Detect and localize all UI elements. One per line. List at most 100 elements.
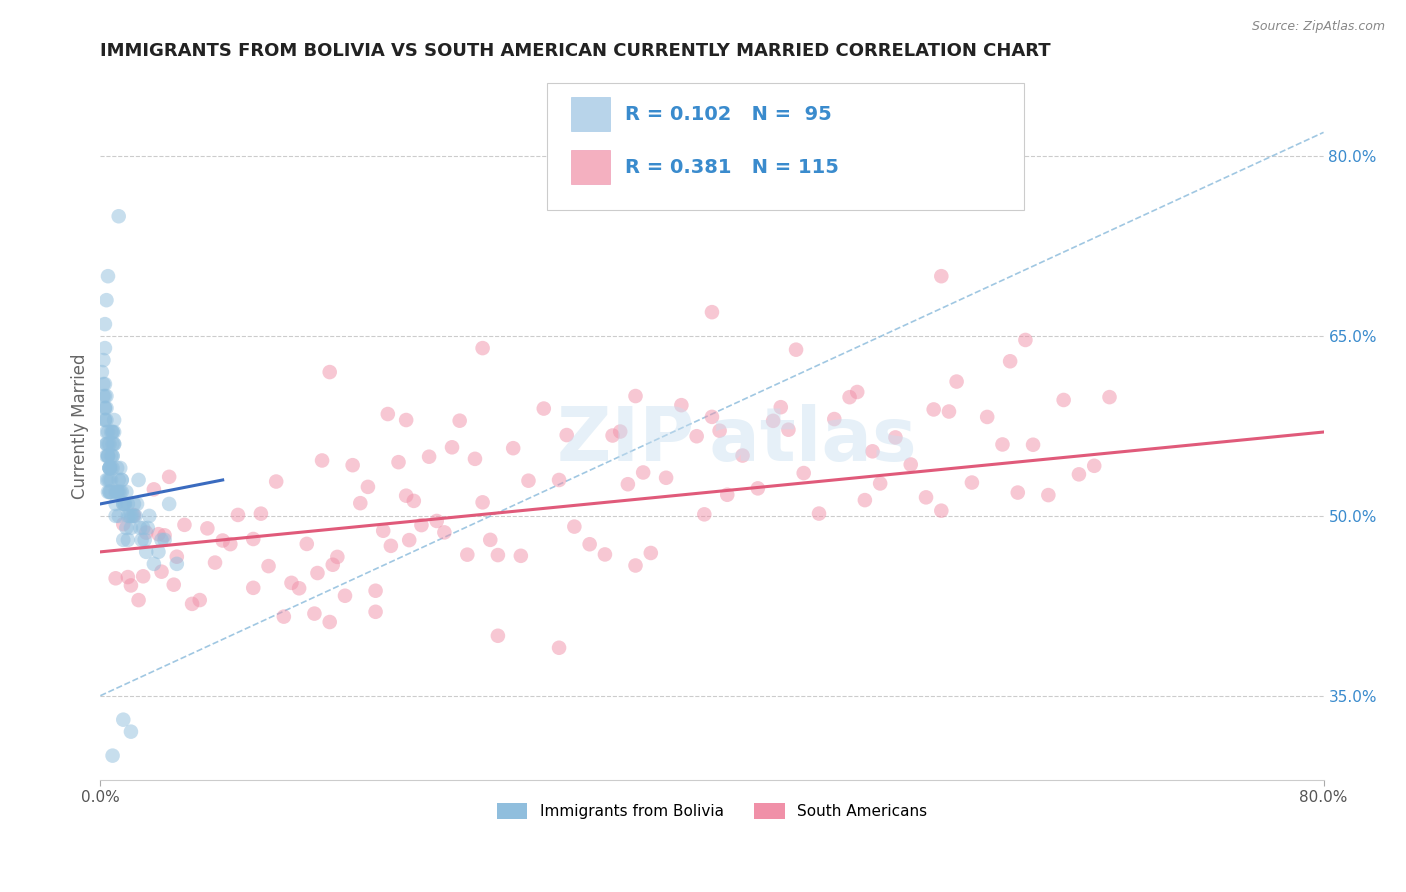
Point — [509, 549, 531, 563]
Point — [1067, 467, 1090, 482]
Point — [188, 593, 211, 607]
Point — [342, 458, 364, 473]
Point — [118, 508, 141, 523]
Point — [142, 557, 165, 571]
Point — [211, 533, 233, 548]
Point — [135, 545, 157, 559]
Point — [148, 527, 170, 541]
Point — [869, 476, 891, 491]
Point — [114, 497, 136, 511]
Point — [101, 748, 124, 763]
Point — [624, 389, 647, 403]
Point — [101, 449, 124, 463]
Point — [219, 537, 242, 551]
Point — [157, 497, 180, 511]
Point — [103, 425, 125, 439]
Point — [117, 508, 139, 523]
Point — [785, 343, 807, 357]
Point — [700, 409, 723, 424]
Point — [93, 377, 115, 392]
Point — [117, 570, 139, 584]
Point — [98, 461, 121, 475]
Point — [288, 582, 311, 596]
Point — [853, 493, 876, 508]
Point — [769, 400, 792, 414]
Point — [105, 485, 128, 500]
Point — [101, 425, 124, 439]
Point — [111, 473, 134, 487]
Point — [111, 485, 134, 500]
Point — [142, 483, 165, 497]
Y-axis label: Currently Married: Currently Married — [72, 353, 89, 499]
Point — [426, 514, 449, 528]
Point — [640, 546, 662, 560]
Point — [195, 521, 218, 535]
Point — [115, 485, 138, 500]
Point — [395, 413, 418, 427]
Point — [112, 713, 135, 727]
Text: R = 0.381   N = 115: R = 0.381 N = 115 — [626, 158, 839, 177]
Point — [700, 305, 723, 319]
Point — [655, 471, 678, 485]
Point — [98, 461, 121, 475]
Point — [98, 485, 121, 500]
Point — [100, 485, 122, 500]
Point — [1038, 488, 1060, 502]
Point — [104, 485, 127, 500]
Point — [94, 389, 117, 403]
Point — [823, 412, 845, 426]
Point — [101, 449, 124, 463]
Point — [578, 537, 600, 551]
Point — [250, 507, 273, 521]
Point — [471, 341, 494, 355]
Point — [96, 293, 118, 308]
Point — [103, 437, 125, 451]
Point — [377, 407, 399, 421]
Point — [333, 589, 356, 603]
Point — [135, 525, 157, 540]
Point — [945, 375, 967, 389]
Point — [122, 508, 145, 522]
Point — [884, 430, 907, 444]
Point — [97, 485, 120, 500]
Point — [125, 497, 148, 511]
Point — [112, 533, 135, 547]
Point — [411, 518, 433, 533]
Point — [418, 450, 440, 464]
Point — [117, 533, 139, 547]
Point — [132, 569, 155, 583]
Point — [94, 317, 117, 331]
Point — [112, 497, 135, 511]
Point — [686, 429, 709, 443]
Point — [533, 401, 555, 416]
Point — [98, 461, 121, 475]
Point — [486, 629, 509, 643]
Point — [94, 413, 117, 427]
Point — [364, 605, 387, 619]
Point — [357, 480, 380, 494]
Point — [349, 496, 371, 510]
Point — [134, 533, 156, 547]
Point — [150, 533, 173, 547]
Point — [1083, 458, 1105, 473]
Point — [257, 559, 280, 574]
Point — [111, 473, 134, 487]
Point — [998, 354, 1021, 368]
Point — [502, 441, 524, 455]
Point — [486, 548, 509, 562]
Point — [915, 491, 938, 505]
Point — [380, 539, 402, 553]
Point — [105, 461, 128, 475]
Point — [471, 495, 494, 509]
Point — [304, 607, 326, 621]
Point — [104, 508, 127, 523]
Point — [96, 413, 118, 427]
Point — [148, 545, 170, 559]
Point — [128, 593, 150, 607]
Point — [808, 507, 831, 521]
Point — [97, 425, 120, 439]
Point — [120, 521, 142, 535]
Point — [838, 390, 860, 404]
Point — [166, 557, 188, 571]
Point — [153, 533, 176, 547]
